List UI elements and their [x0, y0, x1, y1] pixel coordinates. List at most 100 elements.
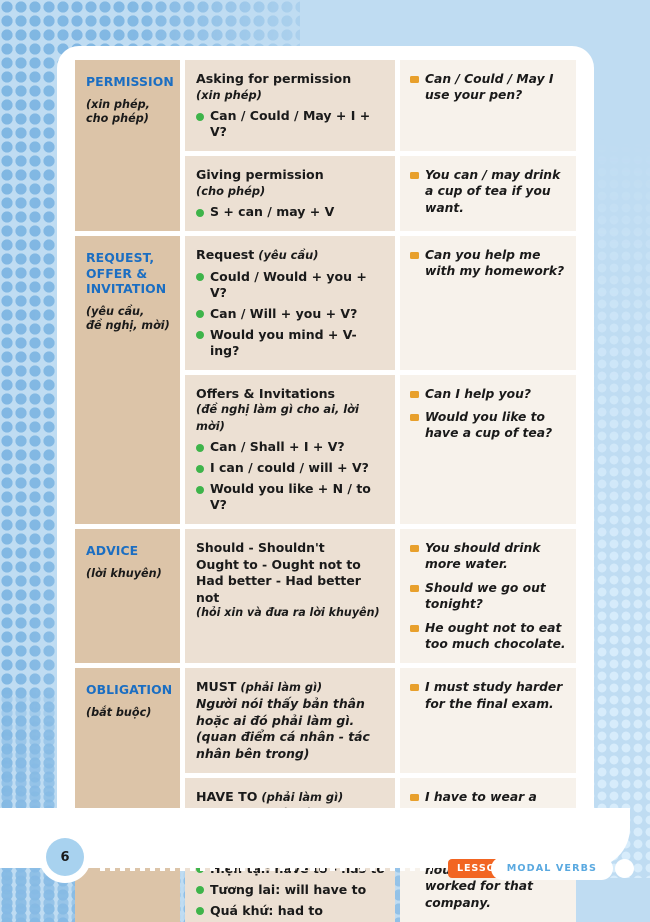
- form-heading: Request (yêu cầu): [196, 247, 319, 262]
- category-subtitle: (lời khuyên): [86, 566, 162, 580]
- category-rows: Asking for permission (xin phép) Can / Cou…: [185, 60, 576, 231]
- form-bullet-item: Tương lai: will have to: [196, 882, 385, 898]
- example-list: Can I help you? Would you like to have a …: [410, 386, 566, 442]
- example-list: You should drink more water. Should we go…: [410, 540, 566, 652]
- example-item: Can I help you?: [410, 386, 566, 402]
- form-bullet-list: Could / Would + you + V? Can / Will + you…: [196, 269, 385, 359]
- example-cell: Can I help you? Would you like to have a …: [400, 374, 576, 524]
- orange-square-bullet-icon: [410, 584, 419, 592]
- orange-square-bullet-icon: [410, 252, 419, 259]
- form-cell: Giving permission (cho phép) S + can / may…: [185, 156, 395, 231]
- category-cell: OBLIGATION (bắt buộc): [75, 668, 180, 922]
- example-text: Can I help you?: [425, 386, 531, 401]
- form-heading-vn: (xin phép): [196, 87, 262, 102]
- category-rows: Request (yêu cầu) Could / Would + you + V…: [185, 236, 576, 524]
- example-item: He ought not to eat too much chocolate.: [410, 620, 566, 653]
- form-bullet-item: Would you mind + V-ing?: [196, 327, 385, 359]
- example-text: Can you help me with my homework?: [425, 248, 565, 279]
- form-cell: Asking for permission (xin phép) Can / Cou…: [185, 60, 395, 151]
- category-block: REQUEST, OFFER & INVITATION (yêu cầu, đề n…: [75, 236, 576, 524]
- example-item: Would you like to have a cup of tea?: [410, 409, 566, 442]
- example-text: You can / may drink a cup of tea if you …: [425, 168, 561, 215]
- example-text: Should we go out tonight?: [425, 580, 546, 612]
- table-row: Request (yêu cầu) Could / Would + you + V…: [185, 236, 576, 370]
- form-heading-vn: (đề nghị làm gì cho ai, lời mời): [196, 402, 359, 433]
- form-bullet-item: Can / Could / May + I + V?: [196, 108, 385, 140]
- page-number: 6: [46, 838, 84, 876]
- category-cell: REQUEST, OFFER & INVITATION (yêu cầu, đề n…: [75, 236, 180, 524]
- form-cell: Request (yêu cầu) Could / Would + you + V…: [185, 236, 395, 370]
- form-bullet-text: Could / Would + you + V?: [210, 268, 367, 300]
- form-bullet-text: Can / Could / May + I + V?: [210, 108, 371, 139]
- form-bullet-list: Can / Could / May + I + V?: [196, 108, 385, 140]
- form-bullet-text: Would you mind + V-ing?: [210, 326, 357, 358]
- form-bullet-text: Would you like + N / to V?: [210, 481, 371, 512]
- form-bullet-item: I can / could / will + V?: [196, 460, 385, 476]
- footer-dotted-line: [100, 867, 432, 871]
- form-heading: HAVE TO (phải làm gì): [196, 789, 344, 805]
- example-list: Can / Could / May I use your pen?: [410, 71, 566, 104]
- form-note: (hỏi xin và đưa ra lời khuyên): [196, 606, 380, 620]
- category-rows: MUST (phải làm gì) Người nói thấy bản thâ…: [185, 668, 576, 922]
- form-bullet-text: I can / could / will + V?: [210, 460, 369, 475]
- form-bullet-item: Would you like + N / to V?: [196, 481, 385, 513]
- topic-badge: MODAL VERBS: [490, 857, 613, 880]
- example-list: I must study harder for the final exam.: [410, 679, 566, 712]
- category-title: OBLIGATION: [86, 682, 173, 698]
- category-cell: ADVICE (lời khuyên): [75, 529, 180, 664]
- example-item: Can / Could / May I use your pen?: [410, 71, 566, 104]
- example-cell: Can / Could / May I use your pen?: [400, 60, 576, 151]
- orange-square-bullet-icon: [410, 172, 419, 179]
- category-subtitle: (yêu cầu, đề nghị, mời): [86, 304, 170, 333]
- form-bullet-text: Can / Shall + I + V?: [210, 439, 345, 454]
- category-title: PERMISSION: [86, 74, 174, 89]
- example-item: Can you help me with my homework?: [410, 247, 566, 280]
- example-text: I must study harder for the final exam.: [425, 680, 563, 711]
- table-row: Should - Shouldn't Ought to - Ought not t…: [185, 529, 576, 664]
- footer-end-dot: [615, 859, 634, 878]
- form-heading-vn: (phải làm gì): [236, 680, 323, 695]
- orange-square-bullet-icon: [410, 545, 419, 552]
- form-bullet-item: Can / Will + you + V?: [196, 306, 385, 322]
- example-item: You should drink more water.: [410, 540, 566, 573]
- table-row: Asking for permission (xin phép) Can / Cou…: [185, 60, 576, 151]
- form-bullet-text: Quá khứ: had to: [210, 902, 323, 918]
- example-cell: I must study harder for the final exam.: [400, 668, 576, 774]
- example-text: He ought not to eat too much chocolate.: [425, 620, 566, 652]
- category-subtitle: (xin phép, cho phép): [86, 97, 150, 126]
- table-row: Offers & Invitations (đề nghị làm gì cho …: [185, 374, 576, 524]
- example-item: You can / may drink a cup of tea if you …: [410, 167, 566, 216]
- example-text: Would you like to have a cup of tea?: [425, 409, 553, 441]
- table-row: MUST (phải làm gì) Người nói thấy bản thâ…: [185, 668, 576, 774]
- form-bullet-item: Could / Would + you + V?: [196, 269, 385, 301]
- category-block: PERMISSION (xin phép, cho phép) Asking for …: [75, 60, 576, 231]
- category-block: OBLIGATION (bắt buộc) MUST (phải làm gì) Ng…: [75, 668, 576, 922]
- category-title: ADVICE: [86, 543, 139, 558]
- form-lines: Should - Shouldn't Ought to - Ought not t…: [196, 540, 361, 605]
- green-bullet-icon: [196, 208, 204, 217]
- form-cell: MUST (phải làm gì) Người nói thấy bản thâ…: [185, 668, 395, 774]
- example-item: Should we go out tonight?: [410, 580, 566, 613]
- form-bullet-text: Tương lai: will have to: [210, 881, 367, 897]
- form-heading-vn: (phải làm gì): [257, 790, 344, 805]
- orange-square-bullet-icon: [410, 684, 419, 692]
- form-bullet-item: S + can / may + V: [196, 204, 385, 220]
- green-bullet-icon: [196, 273, 204, 281]
- orange-square-bullet-icon: [410, 624, 419, 632]
- modal-verbs-table: PERMISSION (xin phép, cho phép) Asking for …: [75, 60, 576, 922]
- table-row: Giving permission (cho phép) S + can / may…: [185, 156, 576, 231]
- example-list: Can you help me with my homework?: [410, 247, 566, 280]
- form-bullet-item: Can / Shall + I + V?: [196, 439, 385, 455]
- green-bullet-icon: [196, 485, 204, 494]
- category-rows: Should - Shouldn't Ought to - Ought not t…: [185, 529, 576, 664]
- form-heading-vn: (yêu cầu): [254, 248, 319, 262]
- form-bullet-text: S + can / may + V: [210, 204, 335, 219]
- example-cell: You should drink more water. Should we go…: [400, 529, 576, 664]
- example-cell: Can you help me with my homework?: [400, 236, 576, 370]
- category-subtitle: (bắt buộc): [86, 705, 152, 719]
- form-paragraph: Người nói thấy bản thân hoặc ai đó phải …: [196, 695, 370, 761]
- form-heading: MUST (phải làm gì): [196, 679, 323, 695]
- green-bullet-icon: [196, 464, 204, 473]
- orange-square-bullet-icon: [410, 794, 419, 802]
